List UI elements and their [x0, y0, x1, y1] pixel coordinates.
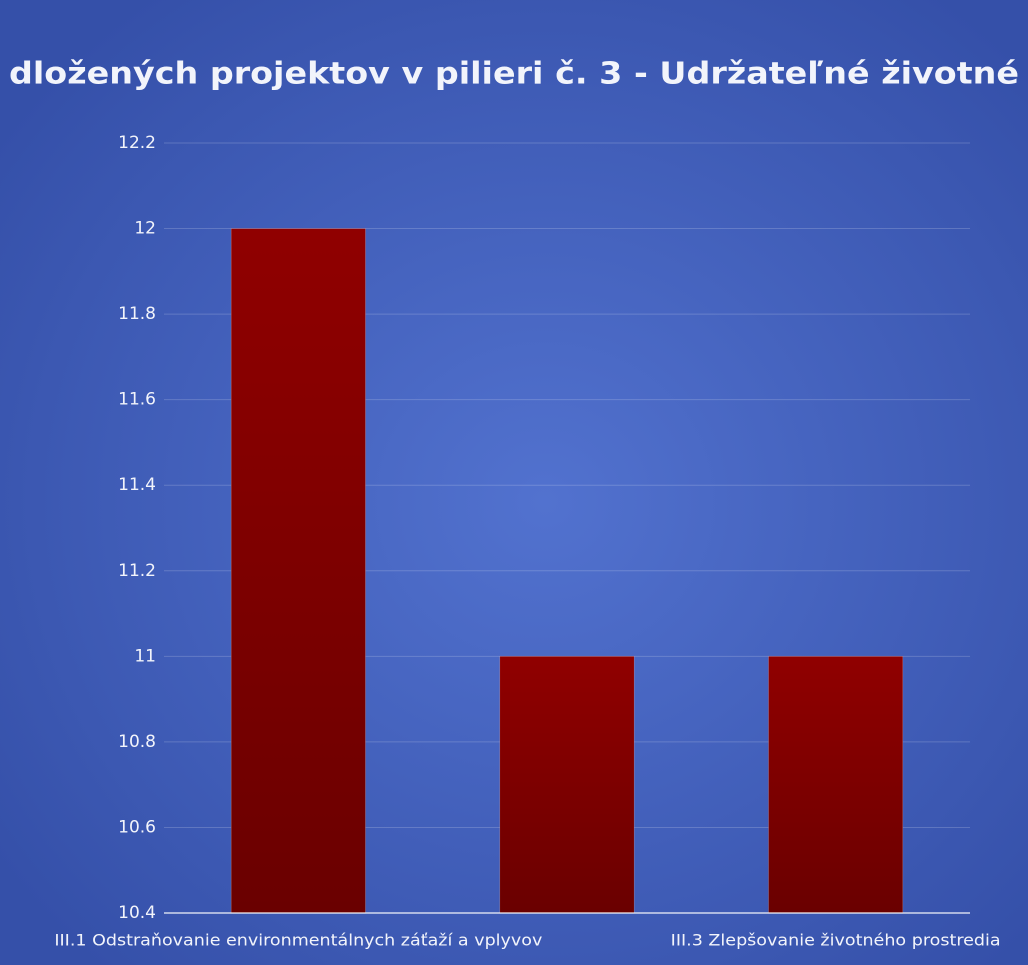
x-tick-label: III.3 Zlepšovanie životného prostredia — [671, 931, 1001, 950]
y-tick-label: 11.8 — [118, 304, 156, 324]
y-tick-label: 10.6 — [118, 817, 156, 837]
y-tick-label: 10.8 — [118, 732, 156, 752]
x-tick-label: III.1 Odstraňovanie environmentálnych zá… — [54, 931, 542, 950]
bar — [230, 228, 366, 914]
y-tick-label: 11.6 — [118, 390, 156, 410]
chart-title: dložených projektov v pilieri č. 3 - Udr… — [9, 57, 1019, 92]
y-tick-label: 11.2 — [118, 561, 156, 581]
bar — [499, 656, 635, 914]
y-tick-label: 12 — [134, 219, 156, 239]
y-tick-label: 11 — [134, 646, 156, 666]
bar — [768, 656, 904, 914]
y-tick-label: 10.4 — [118, 903, 156, 923]
y-tick-label: 12.2 — [118, 133, 156, 153]
y-tick-label: 11.4 — [118, 475, 156, 495]
